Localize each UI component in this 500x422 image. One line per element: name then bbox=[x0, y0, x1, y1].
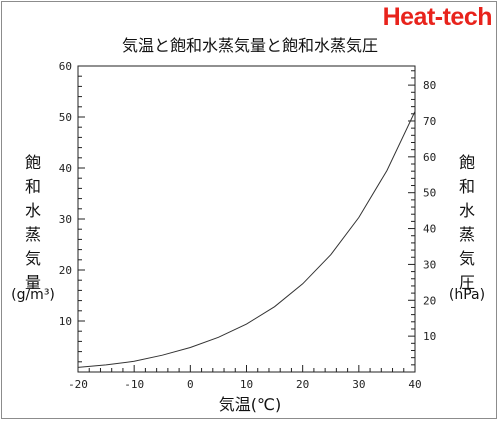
right-axis-label-char: 気 bbox=[459, 249, 475, 268]
right-axis-label: 飽和水蒸気圧 bbox=[459, 153, 475, 292]
right-tick-label: 40 bbox=[423, 223, 436, 236]
left-axis-label-char: 量 bbox=[25, 273, 41, 292]
right-tick-labels: 10 20 30 40 50 60 70 80 bbox=[423, 79, 436, 343]
right-tick-label: 30 bbox=[423, 258, 436, 271]
left-tick-label: 60 bbox=[59, 60, 72, 73]
x-tick-label: -10 bbox=[124, 378, 144, 391]
x-tick-label: 40 bbox=[408, 378, 421, 391]
left-axis-label-char: 飽 bbox=[25, 153, 41, 172]
left-axis-label: 飽和水蒸気量 bbox=[25, 153, 41, 292]
left-axis-label-char: 水 bbox=[25, 201, 41, 220]
chart-title: 気温と飽和水蒸気量と飽和水蒸気圧 bbox=[122, 36, 378, 55]
right-tick-label: 50 bbox=[423, 187, 436, 200]
right-axis-label-char: 圧 bbox=[459, 273, 475, 292]
left-axis-label-char: 和 bbox=[25, 177, 41, 196]
right-axis-unit: (hPa) bbox=[449, 287, 485, 303]
x-tick-label: 0 bbox=[187, 378, 194, 391]
x-tick-label: -20 bbox=[68, 378, 88, 391]
right-tick-label: 20 bbox=[423, 294, 436, 307]
right-tick-label: 10 bbox=[423, 330, 436, 343]
left-tick-label: 40 bbox=[59, 162, 72, 175]
right-axis-label-char: 水 bbox=[459, 201, 475, 220]
x-tick-label: 30 bbox=[352, 378, 365, 391]
axis-ticks bbox=[77, 65, 416, 373]
right-tick-label: 80 bbox=[423, 79, 436, 92]
left-tick-label: 50 bbox=[59, 111, 72, 124]
right-tick-label: 70 bbox=[423, 115, 436, 128]
left-tick-labels: 10 20 30 40 50 60 bbox=[59, 60, 72, 328]
brand-logo: Heat-tech bbox=[382, 3, 493, 31]
left-axis-unit: (g/m³) bbox=[11, 287, 55, 303]
x-axis-label: 気温(℃) bbox=[219, 395, 281, 414]
right-axis-label-char: 蒸 bbox=[459, 225, 475, 244]
left-tick-label: 10 bbox=[59, 315, 72, 328]
x-tick-label: 20 bbox=[296, 378, 309, 391]
x-tick-labels: -20 -10 0 10 20 30 40 bbox=[68, 378, 422, 391]
right-axis-label-char: 飽 bbox=[459, 153, 475, 172]
left-tick-label: 30 bbox=[59, 213, 72, 226]
left-axis-label-char: 蒸 bbox=[25, 225, 41, 244]
plot-area-border bbox=[77, 65, 416, 373]
left-tick-label: 20 bbox=[59, 264, 72, 277]
right-axis-label-char: 和 bbox=[459, 177, 475, 196]
saturation-curve bbox=[77, 111, 416, 368]
x-tick-label: 10 bbox=[240, 378, 253, 391]
right-tick-label: 60 bbox=[423, 151, 436, 164]
left-axis-label-char: 気 bbox=[25, 249, 41, 268]
